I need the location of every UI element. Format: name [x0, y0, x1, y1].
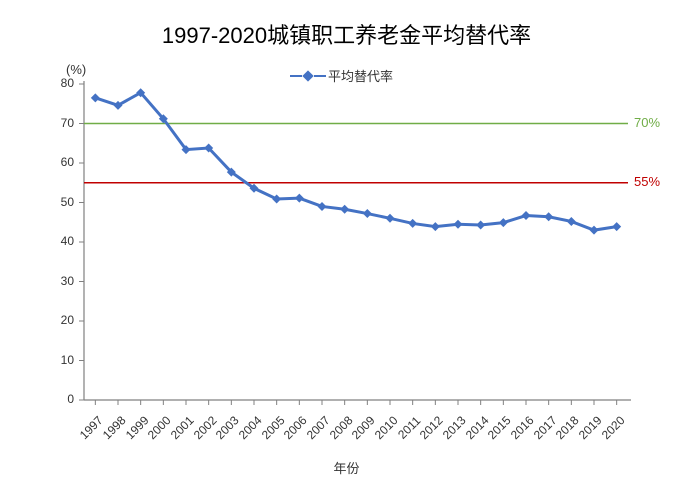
y-tick-label: 50: [61, 195, 74, 209]
y-tick-label: 20: [61, 313, 74, 327]
y-tick-label: 80: [61, 76, 74, 90]
reference-line-label: 55%: [634, 174, 660, 189]
y-tick-label: 30: [61, 274, 74, 288]
y-tick-label: 40: [61, 234, 74, 248]
y-tick-label: 10: [61, 353, 74, 367]
y-tick-label: 70: [61, 116, 74, 130]
y-tick-label: 0: [67, 392, 74, 406]
y-tick-label: 60: [61, 155, 74, 169]
reference-line-label: 70%: [634, 115, 660, 130]
